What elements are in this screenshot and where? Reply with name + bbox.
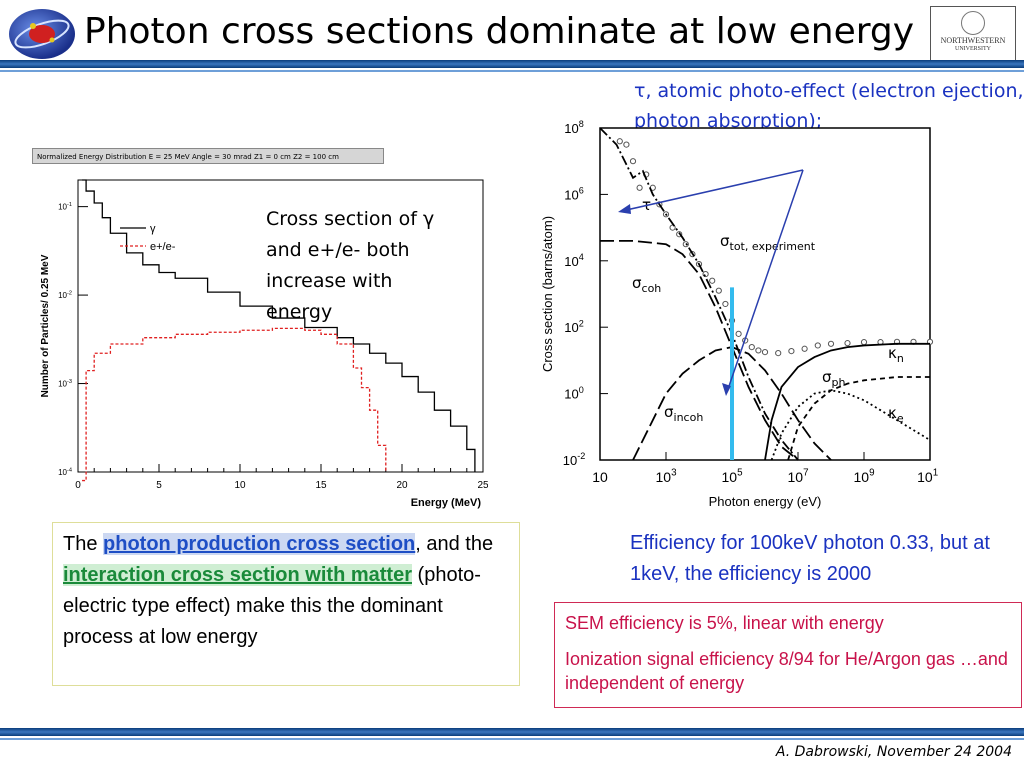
left-x-tick-label: 5 [156,480,162,491]
left-x-tick-label: 15 [315,480,327,491]
series-totexperiment-point [844,340,851,347]
description-mid: , and the [415,533,494,555]
series-totexperiment-point [748,344,755,351]
legend-gamma-label: γ [150,223,156,235]
series-totexperiment-point [801,345,808,352]
series-totexperiment-point [636,184,643,191]
series-n-line [764,342,930,461]
series-totexperiment-point [616,138,623,145]
sem-efficiency-box: SEM efficiency is 5%, linear with energy… [554,602,1022,708]
sem-line-1: SEM efficiency is 5%, linear with energy [565,613,884,633]
series-totexperiment-point [788,348,795,355]
title-rule-accent [0,70,1024,72]
left-x-tick-label: 10 [234,480,246,491]
label-sigma-incoh: σincoh [664,403,703,424]
interaction-cross-section-link[interactable]: interaction cross section with matter [63,564,412,586]
right-y-axis-label: Cross section (barns/atom) [540,216,555,372]
label-kappa-e: κe [888,404,904,425]
tau-arrow-down [726,169,804,393]
tau-arrow-left-head [618,204,631,214]
series-totexperiment-point [761,349,769,356]
title-rule [0,60,1024,68]
left-x-axis-label: Energy (MeV) [411,497,482,509]
right-x-tick-label: 105 [721,468,743,485]
description-suffix: (photo-electric type effect) make this t… [63,564,481,648]
footer-rule [0,728,1024,736]
series-totexperiment-point [827,340,835,347]
photon-production-link[interactable]: photon production cross section [103,533,416,555]
left-y-tick-label: 10-3 [58,379,72,389]
legend-electrons-label: e+/e- [150,241,176,253]
tau-annotation: τ, atomic photo-effect (electron ejectio… [634,80,1024,132]
series-totexperiment-point [623,141,630,148]
right-x-axis-label: Photon energy (eV) [709,494,822,509]
slide-title: Photon cross sections dominate at low en… [84,11,915,52]
university-sub: UNIVERSITY [955,46,991,52]
left-x-tick-label: 25 [477,480,488,491]
left-series-electrons [82,327,387,482]
left-y-tick-label: 10-4 [58,467,72,477]
right-y-tick-label: 104 [564,252,584,269]
description-box: The photon production cross section, and… [52,522,520,686]
efficiency-note: Efficiency for 100keV photon 0.33, but a… [630,532,990,585]
label-sigma-tot: σtot, experiment [720,232,816,253]
tau-arrow-down-head [722,383,731,396]
right-y-tick-label: 108 [564,119,584,136]
right-y-tick-label: 106 [564,186,584,203]
series-totexperiment-point [722,300,729,308]
sem-line-2: Ionization signal efficiency 8/94 for He… [565,649,1008,693]
cms-logo [4,4,76,60]
label-sigma-coh: σcoh [632,274,661,295]
description-prefix: The [63,533,104,555]
left-y-axis-label: Number of Particles/ 0.25 MeV [40,254,51,397]
university-seal-icon [961,11,985,35]
right-x-tick-label: 10 [592,469,608,485]
series-e-line [787,376,930,461]
footer-author-date: A. Dabrowski, November 24 2004 [775,744,1012,760]
right-x-tick-label: 103 [655,468,677,485]
series-totexperiment-point [814,342,821,349]
chart-header-bar: Normalized Energy Distribution E = 25 Me… [32,148,384,164]
university-name: NORTHWESTERN [940,36,1006,45]
footer-rule-accent [0,738,1024,740]
left-y-tick-label: 10-1 [58,202,72,212]
right-y-tick-label: 102 [564,318,584,335]
left-y-tick-label: 10-2 [58,290,72,300]
left-plot-frame [77,179,484,473]
series-totexperiment-point [775,349,782,357]
cross-section-annotation: Cross section of γ and e+/e- both increa… [266,208,435,323]
series-totexperiment-point [735,330,742,337]
series-totexperiment-point [709,277,716,284]
label-kappa-n: κn [888,344,904,365]
northwestern-logo: NORTHWESTERN UNIVERSITY [930,6,1016,62]
left-x-tick-label: 0 [75,480,81,491]
left-series-gamma [82,179,476,472]
series--line [599,127,799,461]
right-x-tick-label: 109 [853,468,874,485]
left-x-tick-label: 20 [396,480,408,491]
label-sigma-ph: σph [822,368,845,389]
right-y-tick-label: 100 [564,385,584,402]
right-x-tick-label: 107 [787,468,808,485]
right-plot-frame [599,127,931,461]
series-totexperiment-point [755,347,762,354]
tau-arrow-left [621,169,804,212]
series-totexperiment-point [629,158,637,165]
right-y-tick-label: 10-2 [563,451,586,468]
series-totexperiment-point [715,287,722,294]
energy-distribution-chart: 0 5 10 15 20 25 10-1 10-2 10-3 10-4 Energy (MeV) Nu… [40,179,488,509]
